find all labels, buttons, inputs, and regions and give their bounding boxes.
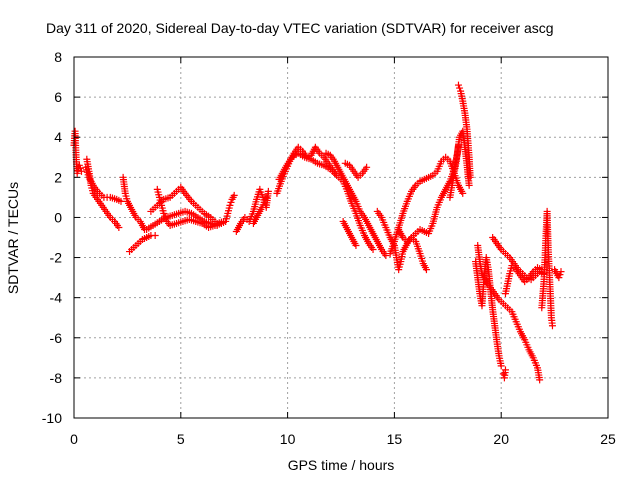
data-point (454, 141, 462, 149)
data-series-pass-W (499, 366, 509, 382)
y-tick-label: -10 (42, 410, 62, 426)
plot-frame (73, 56, 609, 419)
grid-layer (74, 57, 608, 418)
data-point (369, 246, 377, 254)
data-series-pass-M (322, 149, 390, 260)
data-series-pass-O (341, 159, 371, 181)
x-tick-label: 15 (387, 431, 403, 447)
x-tick-label: 10 (280, 431, 296, 447)
data-series-pass-A (70, 127, 85, 177)
data-point (382, 252, 390, 260)
data-series-pass-E (126, 231, 159, 256)
data-series-pass-C (82, 163, 125, 205)
data-point (117, 197, 125, 205)
data-series-pass-T (454, 81, 474, 181)
x-axis-title: GPS time / hours (288, 457, 395, 473)
x-tick-label: 0 (70, 431, 78, 447)
tick-layer: 0 5 10 15 20 25 -10 -8 -6 -4 -2 0 2 4 6 8 (42, 49, 616, 447)
data-point (454, 81, 462, 89)
data-point (115, 223, 123, 231)
data-series-pass-U (472, 254, 505, 370)
data-point (151, 231, 159, 239)
data-point (75, 161, 83, 169)
data-series-pass-B (83, 155, 123, 231)
chart-title: Day 311 of 2020, Sidereal Day-to-day VTE… (46, 20, 554, 36)
data-series-pass-J (249, 193, 270, 227)
data-point (536, 376, 544, 384)
x-tick-label: 20 (493, 431, 509, 447)
y-tick-label: 6 (54, 89, 62, 105)
y-tick-label: 2 (54, 169, 62, 185)
data-point (497, 362, 505, 370)
y-tick-label: 8 (54, 49, 62, 65)
data-point (555, 274, 563, 282)
y-tick-label: -6 (50, 330, 63, 346)
data-series-pass-N (339, 217, 360, 250)
data-point (264, 187, 272, 195)
x-tick-label: 5 (177, 431, 185, 447)
data-series-pass-H (153, 185, 238, 231)
data-point (352, 242, 360, 250)
data-point (363, 163, 371, 171)
data-point (76, 164, 84, 172)
data-series-pass-S (446, 141, 462, 201)
data-point (466, 173, 474, 181)
data-point (77, 167, 85, 175)
data-series-pass-Y (501, 262, 546, 298)
data-series-pass-Z (538, 207, 556, 330)
y-tick-label: 4 (54, 129, 62, 145)
data-point (465, 181, 473, 189)
data-point (459, 189, 467, 197)
data-point (557, 268, 565, 276)
data-series-pass-L (275, 149, 377, 254)
y-axis-title: SDTVAR / TECUs (5, 182, 21, 294)
data-series-pass-AA (551, 266, 565, 282)
data-series-pass-D (119, 173, 148, 233)
y-tick-label: 0 (54, 209, 62, 225)
data-series-pass-I (232, 185, 272, 235)
data-point (262, 193, 270, 201)
data-series-pass-V (474, 242, 544, 384)
data-point (422, 266, 430, 274)
data-point (456, 84, 464, 92)
y-tick-label: -4 (50, 290, 63, 306)
data-series-pass-X (489, 234, 548, 284)
data-point (230, 191, 238, 199)
data-point (501, 366, 509, 374)
data-point (227, 198, 235, 206)
data-point (548, 322, 556, 330)
y-tick-label: -2 (50, 250, 63, 266)
data-point (226, 201, 234, 209)
data-point (556, 271, 564, 279)
x-tick-label: 25 (600, 431, 616, 447)
data-points-layer (70, 81, 565, 384)
y-tick-label: -8 (50, 370, 63, 386)
